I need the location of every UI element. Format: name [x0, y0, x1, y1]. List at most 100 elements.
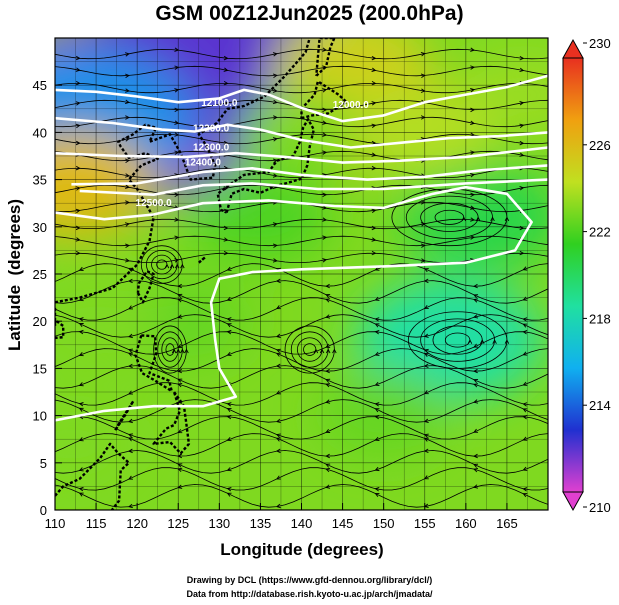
- wind-arrow: [322, 47, 328, 52]
- wind-arrow: [374, 351, 380, 356]
- colorbar-min-triangle: [562, 491, 584, 512]
- wind-arrow: [423, 268, 429, 273]
- wind-arrow: [325, 484, 331, 489]
- credit-data: Data from http://database.rish.kyoto-u.a…: [186, 589, 433, 599]
- wind-arrow: [78, 317, 84, 322]
- wind-arrow: [275, 348, 281, 353]
- wind-arrow: [325, 348, 331, 354]
- wind-arrow: [223, 237, 229, 242]
- wind-arrow: [480, 339, 485, 344]
- wind-arrow: [420, 88, 426, 93]
- wind-arrow: [519, 101, 525, 106]
- wind-arrow: [177, 298, 183, 303]
- wind-arrow: [177, 382, 183, 388]
- wind-arrow: [223, 250, 229, 256]
- wind-arrow: [124, 137, 130, 142]
- wind-arrow: [325, 314, 331, 319]
- y-axis-label: Latitude (degrees): [5, 199, 24, 351]
- coastline: [216, 118, 315, 214]
- wind-arrow: [128, 475, 133, 480]
- wind-arrow: [325, 283, 330, 289]
- streamline: [55, 297, 548, 321]
- wind-arrow: [78, 382, 84, 387]
- wind-arrow: [272, 173, 278, 178]
- wind-arrow: [374, 436, 380, 441]
- wind-arrow: [226, 408, 232, 413]
- wind-arrow: [519, 140, 525, 146]
- wind-arrow: [177, 484, 183, 489]
- coastline: [55, 442, 131, 510]
- wind-arrow: [461, 216, 466, 222]
- x-tick-label: 145: [332, 516, 354, 531]
- temperature-blob: [55, 402, 135, 486]
- wind-arrow: [522, 402, 528, 407]
- wind-arrow: [522, 466, 528, 471]
- wind-arrow: [423, 437, 429, 442]
- height-contour: [55, 185, 533, 422]
- x-tick-label: 125: [167, 516, 189, 531]
- height-contour: [79, 178, 548, 196]
- colorbar-tick-label: 210: [589, 500, 611, 515]
- y-tick-label: 35: [33, 173, 47, 188]
- wind-arrow: [226, 323, 232, 328]
- wind-arrow: [223, 225, 229, 231]
- wind-arrow: [127, 503, 133, 509]
- wind-arrow: [174, 235, 180, 240]
- wind-arrow: [174, 88, 180, 93]
- wind-arrow: [470, 47, 476, 52]
- y-tick-label: 40: [33, 125, 47, 140]
- wind-arrow: [226, 486, 232, 492]
- wind-arrow: [127, 278, 133, 284]
- wind-arrow: [275, 352, 281, 357]
- wind-arrow: [470, 88, 476, 93]
- wind-arrow: [325, 399, 331, 404]
- wind-arrow: [174, 192, 180, 197]
- streamline: [55, 280, 548, 304]
- height-contours: 12000.0 12100.0 12200.0 12300.0 12400.0 12500…: [55, 74, 548, 422]
- wind-arrow: [371, 152, 377, 157]
- x-tick-label: 165: [496, 516, 518, 531]
- wind-arrow: [374, 381, 380, 386]
- wind-arrow: [423, 278, 429, 284]
- streamline: [55, 48, 548, 60]
- y-tick-label: 45: [33, 78, 47, 93]
- wind-arrow: [174, 150, 180, 155]
- wind-arrow: [75, 80, 81, 86]
- wind-arrow: [125, 243, 130, 248]
- wind-arrow: [473, 399, 479, 404]
- x-tick-label: 135: [250, 516, 272, 531]
- streamline: [55, 218, 548, 230]
- wind-arrow: [125, 115, 130, 120]
- wind-arrow: [226, 329, 232, 335]
- wind-arrow: [180, 263, 185, 269]
- wind-arrow: [128, 437, 133, 442]
- plot-area: 12000.0 12100.0 12200.0 12300.0 12400.0 12500…: [55, 38, 548, 510]
- wind-arrow: [519, 152, 525, 157]
- wind-arrow: [371, 67, 377, 72]
- wind-arrow: [171, 348, 177, 354]
- wind-arrow: [78, 437, 84, 442]
- wind-arrow: [332, 348, 337, 354]
- wind-arrow: [275, 448, 281, 454]
- streamline: [55, 116, 548, 128]
- wind-arrow: [492, 339, 497, 344]
- wind-arrow: [75, 165, 81, 171]
- wind-arrow: [223, 101, 229, 106]
- wind-arrow: [78, 402, 84, 407]
- wind-arrow: [322, 120, 328, 125]
- contour-label: 12500.0: [136, 198, 173, 209]
- wind-arrow: [272, 222, 278, 227]
- wind-arrow: [473, 314, 479, 319]
- wind-arrow: [174, 120, 180, 125]
- wind-arrow: [522, 408, 528, 413]
- wind-arrow: [522, 266, 528, 271]
- wind-arrow: [169, 263, 175, 269]
- streamline: [55, 252, 548, 263]
- x-tick-label: 155: [414, 516, 436, 531]
- wind-arrow: [174, 107, 180, 113]
- x-tick-label: 160: [455, 516, 477, 531]
- wind-arrow: [180, 348, 185, 354]
- wind-arrow: [519, 55, 525, 61]
- wind-arrow: [75, 225, 81, 231]
- wind-arrow: [223, 140, 229, 146]
